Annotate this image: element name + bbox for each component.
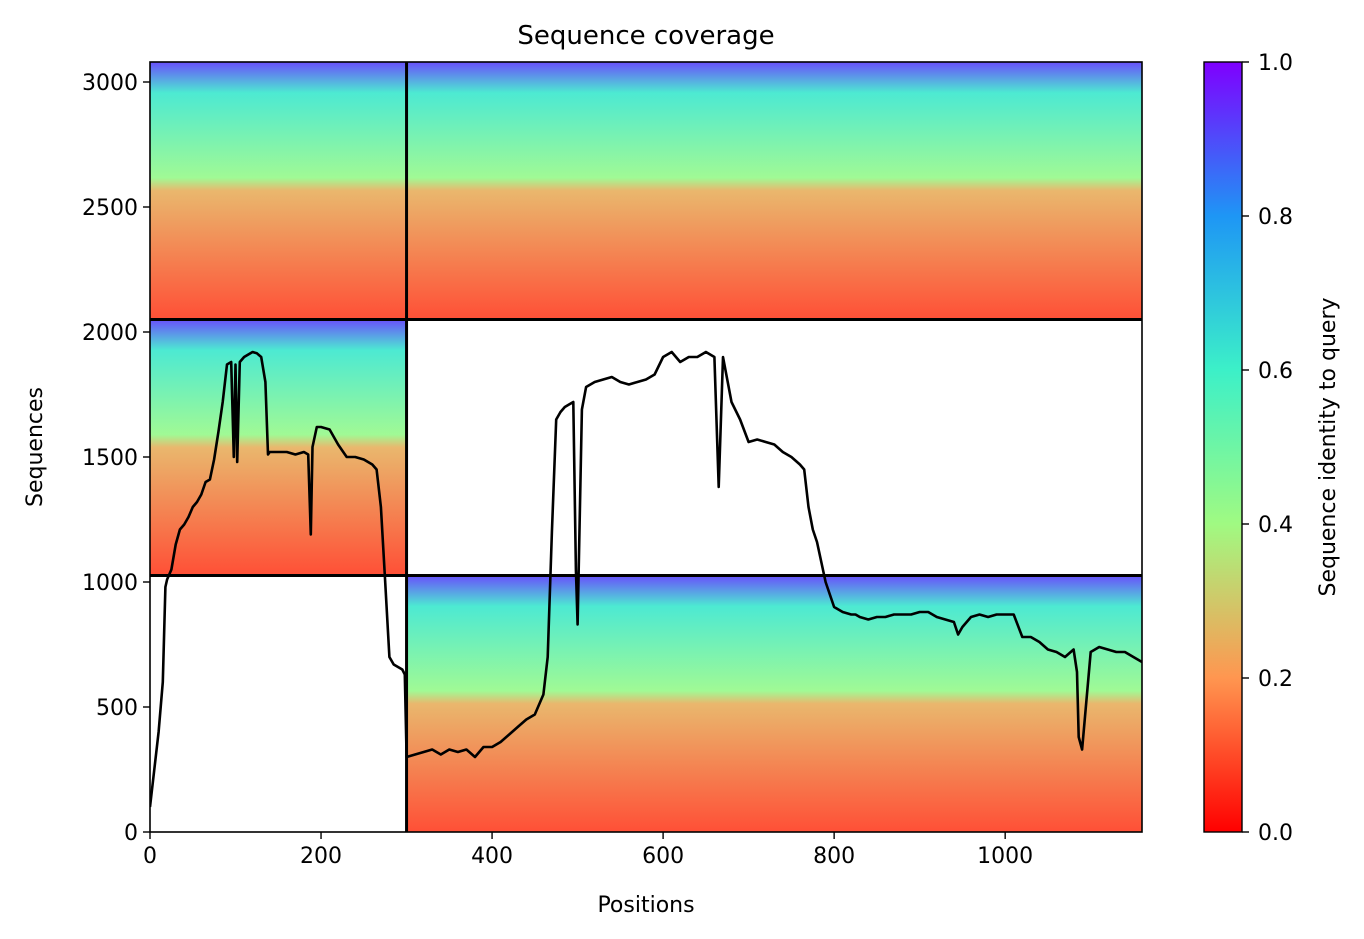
colorbar-tick-label-0: 0.0: [1258, 821, 1293, 846]
coverage-block-0: [150, 62, 407, 320]
colorbar-ticks: 0.0 0.2 0.4 0.6 0.8 1.0: [1242, 51, 1293, 846]
coverage-line-0: [150, 350, 1142, 808]
coverage-block-3: [406, 575, 1142, 832]
colorbar-tick-label-3: 0.6: [1258, 359, 1293, 384]
coverage-block-1: [406, 62, 1142, 320]
y-axis-title: Sequences: [23, 387, 48, 507]
coverage-blocks: [150, 62, 1142, 832]
plot-area: [149, 61, 1143, 833]
x-tick-label-1: 200: [300, 844, 342, 869]
colorbar-tick-label-1: 0.2: [1258, 667, 1293, 692]
y-tick-label-6: 3000: [82, 71, 138, 96]
colorbar-gradient: [1203, 61, 1243, 833]
y-tick-label-2: 1000: [82, 571, 138, 596]
colorbar-tick-label-4: 0.8: [1258, 205, 1293, 230]
chart-title: Sequence coverage: [517, 21, 774, 51]
colorbar-tick-label-5: 1.0: [1258, 51, 1293, 76]
x-tick-label-5: 1000: [977, 844, 1033, 869]
colorbar-label: Sequence identity to query: [1316, 297, 1341, 596]
y-tick-label-4: 2000: [82, 321, 138, 346]
coverage-block-2: [150, 319, 407, 576]
x-axis-title: Positions: [597, 893, 694, 918]
x-tick-label-4: 800: [813, 844, 855, 869]
y-tick-label-0: 0: [124, 821, 138, 846]
coverage-series: [150, 350, 1142, 808]
y-tick-label-1: 500: [96, 696, 138, 721]
colorbar: 0.0 0.2 0.4 0.6 0.8 1.0 Sequence identity to …: [1203, 51, 1341, 846]
x-tick-label-3: 600: [642, 844, 684, 869]
x-tick-label-2: 400: [471, 844, 513, 869]
x-axis: 0 200 400 600 800 1000: [143, 832, 1033, 869]
y-tick-label-3: 1500: [82, 446, 138, 471]
y-axis: 0 500 1000 1500 2000 2500 3000: [82, 71, 150, 846]
plot-frame: [149, 61, 1143, 833]
colorbar-tick-label-2: 0.4: [1258, 513, 1293, 538]
x-tick-label-0: 0: [143, 844, 157, 869]
y-tick-label-5: 2500: [82, 196, 138, 221]
